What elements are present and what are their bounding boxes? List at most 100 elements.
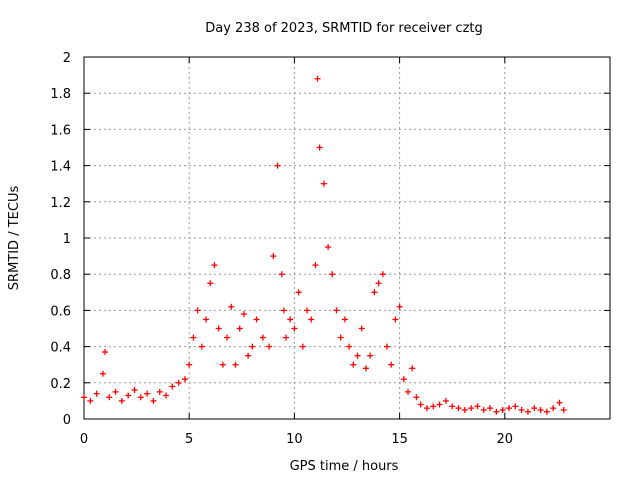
data-point [537,406,544,413]
data-point [125,392,132,399]
data-point [190,334,197,341]
data-point [493,408,500,415]
data-point [236,325,243,332]
data-point [194,307,201,314]
data-point [219,361,226,368]
data-point [405,388,412,395]
data-point [423,405,430,412]
data-point [560,406,567,413]
data-point [383,343,390,350]
y-tick-label: 1.4 [50,160,71,175]
data-points [81,75,567,415]
data-point [442,397,449,404]
data-point [556,399,563,406]
data-point [316,144,323,151]
data-point [99,370,106,377]
data-point [346,343,353,350]
data-point [367,352,374,359]
y-tick-labels: 0 0.2 0.4 0.6 0.8 1 1.2 1.4 1.6 1.8 2 [50,51,71,428]
data-point [112,388,119,395]
x-tick-label: 0 [80,432,88,447]
x-tick-label: 15 [391,432,408,447]
data-point [203,316,210,323]
data-point [512,403,519,410]
data-point [474,403,481,410]
data-point [245,352,252,359]
y-axis-label: SRMTID / TECUs [7,186,22,291]
data-point [232,361,239,368]
data-point [461,406,468,413]
data-point [436,401,443,408]
data-point [354,352,361,359]
data-point [137,394,144,401]
data-point [430,403,437,410]
x-axis-label: GPS time / hours [290,459,399,474]
x-tick-label: 5 [185,432,193,447]
data-point [280,307,287,314]
data-point [278,271,285,278]
data-point [314,75,321,82]
data-point [362,365,369,372]
data-point [392,316,399,323]
data-point [224,334,231,341]
data-point [449,403,456,410]
data-point [118,397,125,404]
data-point [144,390,151,397]
data-point [487,405,494,412]
axis-ticks [83,56,610,420]
data-point [186,361,193,368]
data-point [413,394,420,401]
data-point [274,162,281,169]
data-point [468,405,475,412]
data-point [102,349,109,356]
data-point [308,316,315,323]
data-point [325,244,332,251]
data-point [150,397,157,404]
data-point [215,325,222,332]
y-tick-label: 1.8 [50,87,71,102]
y-tick-label: 1.6 [50,123,71,138]
chart-title: Day 238 of 2023, SRMTID for receiver czt… [205,21,483,36]
data-point [524,408,531,415]
data-point [81,394,87,401]
data-point [341,316,348,323]
data-point [253,316,260,323]
x-tick-label: 10 [286,432,303,447]
data-point [543,408,550,415]
y-tick-label: 1 [63,232,71,247]
y-tick-label: 0 [63,413,71,428]
data-point [106,394,113,401]
data-point [87,397,94,404]
data-point [93,390,100,397]
data-point [518,406,525,413]
data-point [333,307,340,314]
y-tick-label: 0.4 [50,341,71,356]
data-point [156,388,163,395]
y-tick-label: 1.2 [50,196,71,211]
data-point [169,383,176,390]
data-point [131,387,138,394]
data-point [499,406,506,413]
y-tick-label: 0.6 [50,304,71,319]
data-point [240,311,247,318]
data-point [312,262,319,269]
data-point [207,280,214,287]
data-point [249,343,256,350]
y-tick-label: 0.8 [50,268,71,283]
data-point [550,405,557,412]
data-point [375,280,382,287]
data-point [259,334,266,341]
data-point [304,307,311,314]
data-point [287,316,294,323]
data-point [175,379,182,386]
data-point [337,334,344,341]
x-tick-labels: 0 5 10 15 20 [80,432,513,447]
data-point [400,376,407,383]
data-point [228,303,235,310]
data-point [211,262,218,269]
x-tick-label: 20 [497,432,514,447]
data-point [409,365,416,372]
data-point [531,405,538,412]
data-point [455,405,462,412]
